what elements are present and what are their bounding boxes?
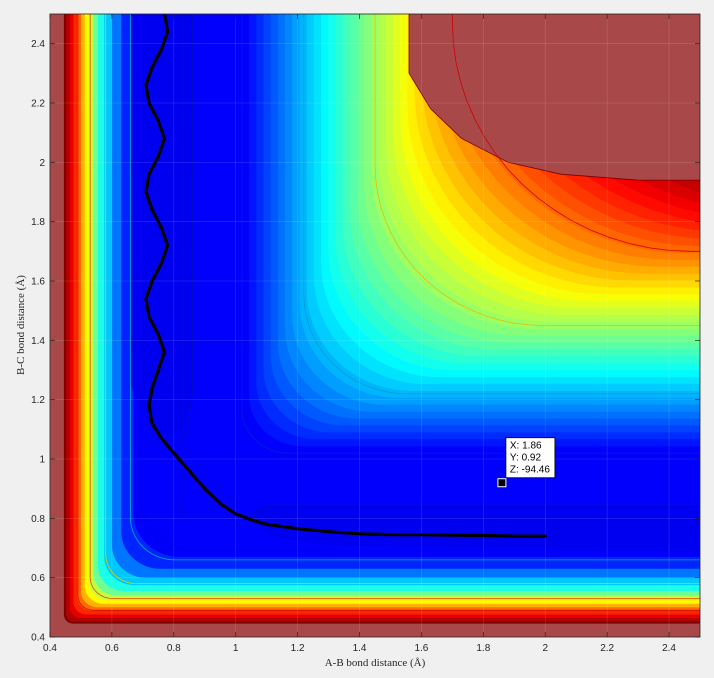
- axes-box: [49, 13, 701, 638]
- axis-ticks: 0.4 0.6 0.8 1 1.2 1.4 1.6 1.8 2 2.2 2.4 0.4 0.6 0.8 1 1…: [31, 14, 700, 654]
- y-tick-label: 0.8: [31, 514, 45, 525]
- contour-line: [452, 14, 700, 252]
- y-tick-label: 2.2: [31, 99, 45, 110]
- y-tick-label: 2.4: [31, 39, 45, 50]
- y-axis-label: B-C bond distance (Å): [15, 275, 27, 375]
- contour-line: [130, 14, 700, 561]
- contour-band: [50, 14, 700, 637]
- x-tick-label: 1.6: [414, 643, 428, 654]
- x-tick-label: 1.8: [476, 643, 490, 654]
- contour-line: [105, 14, 700, 584]
- x-tick-label: 1.4: [353, 643, 367, 654]
- y-tick-label: 0.4: [31, 633, 45, 644]
- x-tick-label: 0.8: [167, 643, 181, 654]
- y-tick-label: 0.6: [31, 573, 45, 584]
- contour-band: [251, 505, 700, 551]
- contour-line: [374, 14, 700, 326]
- contour-line: [175, 14, 700, 517]
- contour-line: [89, 14, 700, 599]
- y-tick-label: 2: [39, 158, 45, 169]
- x-tick-label: 2.2: [600, 643, 614, 654]
- datatip-box: [505, 437, 556, 479]
- x-axis-label: A-B bond distance (Å): [325, 657, 426, 669]
- contour-line: [303, 14, 700, 395]
- x-tick-label: 1.2: [291, 643, 305, 654]
- contour-band: [50, 14, 700, 637]
- datatip-line: Y: 0.92: [510, 453, 542, 464]
- contour-line: [241, 14, 700, 454]
- trajectory: [144, 14, 547, 538]
- x-tick-label: 2.4: [662, 643, 676, 654]
- datatip-line: X: 1.86: [510, 441, 542, 452]
- filled-contour-bands: [50, 14, 700, 637]
- y-tick-label: 1.2: [31, 395, 45, 406]
- x-tick-label: 2: [542, 643, 548, 654]
- contour-line: [253, 504, 700, 522]
- datatip-line: Z: -94.46: [510, 465, 550, 476]
- grid-lines: [50, 14, 700, 637]
- y-tick-label: 1.4: [31, 336, 45, 347]
- x-tick-label: 0.6: [105, 643, 119, 654]
- y-tick-label: 1.8: [31, 217, 45, 228]
- contour-line: [408, 14, 700, 181]
- contour-lines: [65, 14, 700, 623]
- plateau-region: [409, 14, 700, 181]
- y-tick-label: 1.6: [31, 277, 45, 288]
- contour-line: [173, 14, 193, 445]
- datatip-marker[interactable]: [497, 478, 507, 488]
- contour-line: [77, 14, 700, 611]
- datatip[interactable]: X: 1.86Y: 0.92Z: -94.46: [497, 437, 556, 488]
- trajectory-line: [144, 14, 547, 538]
- contour-line: [65, 14, 700, 623]
- x-tick-label: 1: [233, 643, 239, 654]
- y-tick-label: 1: [39, 455, 45, 466]
- x-tick-label: 0.4: [43, 643, 57, 654]
